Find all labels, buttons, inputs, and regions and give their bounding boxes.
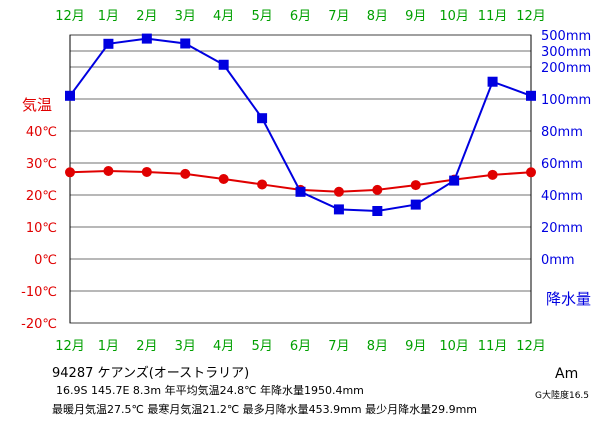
temperature-point: [372, 184, 383, 195]
precipitation-point: [218, 59, 229, 70]
precipitation-point: [257, 113, 268, 124]
month-label-bottom: 1月: [98, 339, 119, 354]
month-label-bottom: 11月: [478, 339, 508, 354]
precipitation-point: [65, 90, 75, 101]
month-label-top: 10月: [439, 9, 469, 24]
temperature-point: [180, 168, 191, 179]
month-label-bottom: 8月: [367, 339, 388, 354]
month-label-bottom: 5月: [251, 339, 272, 354]
month-label-bottom: 7月: [328, 339, 349, 354]
month-labels-top: 12月 1月 2月 3月 4月 5月 6月 7月 8月 9月 10月 11月 12月: [55, 9, 546, 24]
temperature-point: [333, 186, 344, 197]
precipitation-point: [526, 90, 536, 101]
precipitation-tick-label: 0mm: [541, 253, 575, 268]
month-label-top: 12月: [55, 9, 85, 24]
month-label-top: 9月: [405, 9, 426, 24]
temperature-tick-label: -10℃: [21, 285, 57, 300]
month-label-top: 6月: [290, 9, 311, 24]
temperature-point: [410, 180, 421, 191]
precipitation-tick-label: 80mm: [541, 125, 583, 140]
temperature-tick-label: 40℃: [26, 125, 57, 140]
temperature-tick-label: 0℃: [34, 253, 57, 268]
precipitation-point: [141, 33, 152, 44]
temperature-tick-label: 30℃: [26, 157, 57, 172]
precipitation-point: [487, 76, 498, 87]
temperature-point: [257, 179, 268, 190]
month-label-bottom: 2月: [136, 339, 157, 354]
precipitation-point: [180, 38, 191, 49]
temperature-point: [141, 166, 152, 177]
precipitation-tick-label: 100mm: [541, 93, 591, 108]
precipitation-point: [295, 186, 306, 197]
month-label-top: 7月: [328, 9, 349, 24]
chart-grid: [69, 34, 532, 324]
precipitation-point: [372, 206, 383, 216]
temperature-axis-title: 気温: [22, 96, 52, 114]
month-label-top: 8月: [367, 9, 388, 24]
month-label-bottom: 12月: [516, 339, 546, 354]
month-label-top: 3月: [175, 9, 196, 24]
temperature-axis: 気温 40℃ 30℃ 20℃ 10℃ 0℃ -10℃ -20℃: [21, 96, 57, 332]
temperature-tick-label: -20℃: [21, 317, 57, 332]
month-label-top: 12月: [516, 9, 546, 24]
precipitation-tick-label: 200mm: [541, 61, 591, 76]
precipitation-tick-label: 40mm: [541, 189, 583, 204]
precipitation-axis-title: 降水量: [546, 290, 591, 308]
month-label-bottom: 4月: [213, 339, 234, 354]
month-label-bottom: 6月: [290, 339, 311, 354]
month-label-top: 2月: [136, 9, 157, 24]
precipitation-tick-label: 300mm: [541, 45, 591, 60]
month-label-bottom: 9月: [405, 339, 426, 354]
temperature-point: [65, 167, 75, 178]
temperature-tick-label: 10℃: [26, 221, 57, 236]
precipitation-tick-label: 60mm: [541, 157, 583, 172]
temperature-point: [487, 169, 498, 180]
month-label-bottom: 12月: [55, 339, 85, 354]
month-labels-bottom: 12月 1月 2月 3月 4月 5月 6月 7月 8月 9月 10月 11月 12月: [55, 339, 546, 354]
precipitation-tick-label: 500mm: [541, 29, 591, 44]
precipitation-point: [333, 204, 344, 215]
month-label-top: 11月: [478, 9, 508, 24]
month-label-top: 4月: [213, 9, 234, 24]
month-label-bottom: 10月: [439, 339, 469, 354]
temperature-point: [526, 167, 536, 178]
month-label-top: 1月: [98, 9, 119, 24]
temperature-point: [103, 166, 114, 176]
temperature-tick-label: 20℃: [26, 189, 57, 204]
month-label-top: 5月: [251, 9, 272, 24]
precipitation-series: [65, 33, 536, 216]
precipitation-tick-label: 20mm: [541, 221, 583, 236]
precipitation-point: [449, 175, 460, 186]
month-label-bottom: 3月: [175, 339, 196, 354]
precipitation-point: [410, 199, 421, 210]
temperature-point: [218, 174, 229, 184]
precipitation-point: [103, 38, 114, 49]
